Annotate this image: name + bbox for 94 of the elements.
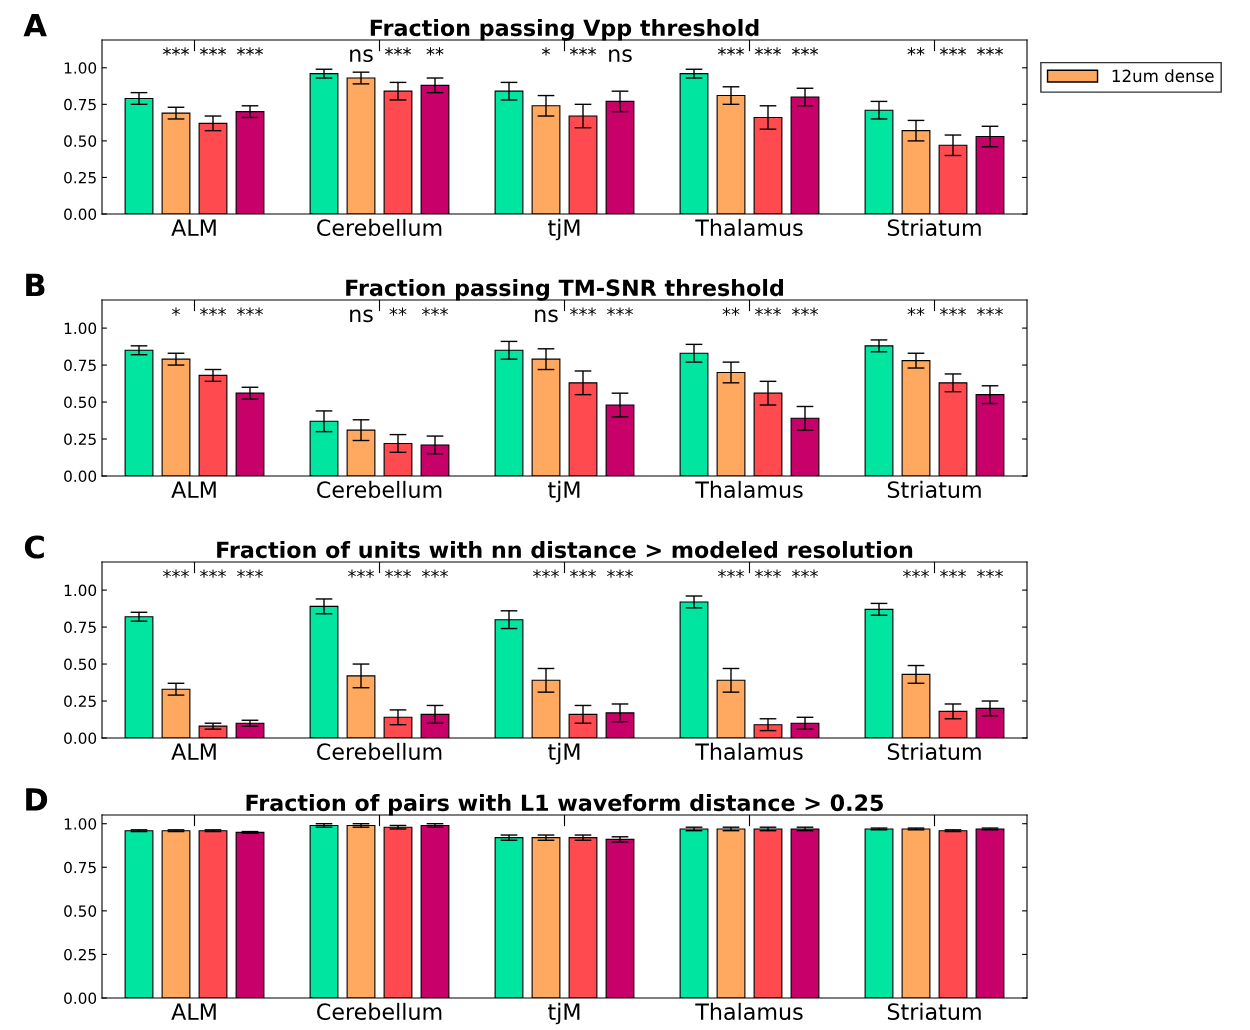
annotation: ns: [609, 49, 632, 63]
annotation: ***: [718, 47, 744, 56]
annotation: ***: [718, 569, 744, 578]
y-tick-label: 0.25: [64, 433, 96, 446]
y-tick-label: 0.75: [64, 861, 96, 874]
chart-title: Fraction passing TM-SNR threshold: [346, 278, 783, 301]
annotation: ***: [977, 307, 1003, 316]
x-tick-label: Thalamus: [695, 1002, 803, 1021]
annotation: ***: [570, 569, 596, 578]
y-tick-label: 0.00: [64, 732, 97, 745]
annotation: **: [722, 307, 740, 316]
annotation: ***: [200, 47, 226, 56]
chart-title: Fraction of pairs with L1 waveform distance > 0.25: [246, 793, 883, 816]
annotation: ***: [940, 569, 966, 578]
y-tick-label: 0.00: [64, 470, 97, 483]
annotation: ns: [350, 49, 373, 63]
annotation: *: [172, 307, 180, 316]
annotation: ***: [607, 307, 633, 316]
text: D: [26, 788, 48, 811]
x-tick-label: tjM: [548, 218, 580, 241]
annotation: ***: [163, 569, 189, 578]
annotation: ***: [755, 307, 781, 316]
y-tick-label: 0.00: [64, 208, 97, 221]
x-tick-label: Striatum: [887, 742, 981, 761]
x-tick-label: Cerebellum: [317, 742, 442, 761]
annotation: ***: [755, 47, 781, 56]
text: C: [24, 535, 44, 559]
x-tick-label: Cerebellum: [317, 218, 442, 237]
annotation: ***: [792, 569, 818, 578]
annotation: ***: [422, 307, 448, 316]
x-tick-label: Cerebellum: [317, 480, 442, 499]
y-tick-label: 0.25: [64, 695, 96, 708]
x-tick-label: Striatum: [887, 480, 981, 499]
annotation: ***: [200, 307, 226, 316]
annotation: ***: [200, 569, 226, 578]
annotation: ***: [237, 47, 263, 56]
x-tick-label: Thalamus: [695, 480, 803, 499]
annotation: ***: [570, 47, 596, 56]
y-tick-label: 0.50: [64, 396, 97, 409]
annotation: ***: [940, 47, 966, 56]
text: B: [26, 273, 45, 297]
annotation: ***: [422, 569, 448, 578]
y-tick-label: 0.25: [64, 948, 96, 961]
annotation: ***: [792, 47, 818, 56]
annotation: ***: [385, 569, 411, 578]
annotation: ***: [977, 47, 1003, 56]
x-tick-label: Striatum: [887, 218, 981, 237]
annotation: ***: [533, 569, 559, 578]
annotation: ***: [237, 307, 263, 316]
annotation: **: [907, 47, 925, 56]
y-tick-label: 1.00: [64, 818, 97, 830]
y-tick-label: 0.75: [64, 621, 96, 634]
y-tick-label: 1.00: [64, 584, 97, 597]
x-tick-label: ALM: [171, 1003, 216, 1020]
y-tick-label: 0.75: [64, 98, 96, 111]
x-tick-label: Striatum: [887, 1002, 981, 1021]
x-tick-label: ALM: [171, 219, 216, 236]
annotation: **: [426, 47, 444, 56]
annotation: ***: [755, 569, 781, 578]
annotation: ns: [535, 309, 558, 323]
annotation: ***: [163, 47, 189, 56]
annotation: ***: [792, 307, 818, 316]
y-tick-label: 0.50: [64, 135, 97, 147]
legend-label: 12um dense: [1112, 69, 1214, 83]
annotation: ***: [237, 569, 263, 578]
annotation: ***: [385, 47, 411, 56]
annotation: ***: [570, 307, 596, 316]
y-tick-label: 0.50: [64, 658, 97, 671]
chart-title: Fraction passing Vpp threshold: [370, 18, 759, 41]
annotation: ***: [903, 569, 929, 578]
y-tick-label: 0.50: [64, 905, 97, 917]
x-tick-label: Thalamus: [695, 218, 803, 237]
x-tick-label: tjM: [548, 742, 580, 765]
text: A: [23, 13, 47, 37]
y-tick-label: 1.00: [64, 62, 97, 74]
annotation: *: [542, 47, 550, 56]
x-tick-label: ALM: [171, 481, 216, 498]
x-tick-label: ALM: [171, 743, 216, 760]
annotation: **: [907, 307, 925, 316]
annotation: ***: [348, 569, 374, 578]
y-tick-label: 0.75: [64, 359, 96, 372]
chart-title: Fraction of units with nn distance > modeled resolution: [217, 540, 913, 559]
annotation: **: [389, 307, 407, 316]
x-tick-label: Thalamus: [695, 742, 803, 761]
x-tick-label: tjM: [548, 1002, 580, 1025]
annotation: ***: [977, 569, 1003, 578]
y-tick-label: 0.00: [64, 992, 97, 1005]
annotation: ***: [940, 307, 966, 316]
x-tick-label: Cerebellum: [317, 1002, 442, 1021]
x-tick-label: tjM: [548, 480, 580, 503]
y-tick-label: 0.25: [64, 171, 96, 184]
y-tick-label: 1.00: [64, 322, 97, 335]
annotation: ns: [350, 309, 373, 323]
annotation: ***: [607, 569, 633, 578]
